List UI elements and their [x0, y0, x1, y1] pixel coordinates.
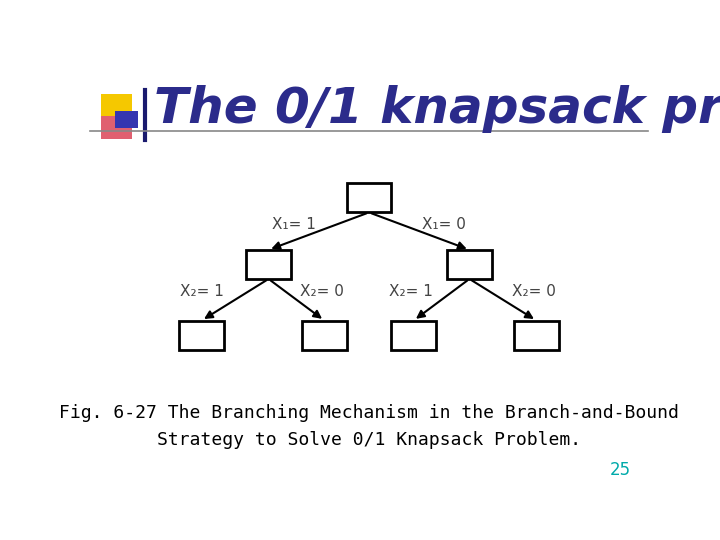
Bar	[101, 94, 132, 117]
Text: Fig. 6-27 The Branching Mechanism in the Branch-and-Bound
Strategy to Solve 0/1 : Fig. 6-27 The Branching Mechanism in the…	[59, 403, 679, 449]
Bar	[101, 116, 132, 139]
Bar	[347, 183, 392, 212]
Text: X₂= 1: X₂= 1	[389, 284, 433, 299]
Bar	[179, 321, 224, 349]
Text: The 0/1 knapsack problem: The 0/1 knapsack problem	[154, 85, 720, 133]
Text: X₁= 0: X₁= 0	[423, 217, 467, 232]
Text: X₁= 1: X₁= 1	[271, 217, 315, 232]
Text: X₂= 0: X₂= 0	[300, 284, 343, 299]
Bar	[302, 321, 346, 349]
Text: 25: 25	[610, 461, 631, 479]
Bar	[392, 321, 436, 349]
Bar	[514, 321, 559, 349]
Bar	[447, 250, 492, 279]
Bar	[246, 250, 291, 279]
Bar	[114, 111, 138, 129]
Text: X₂= 1: X₂= 1	[180, 284, 223, 299]
Text: X₂= 0: X₂= 0	[512, 284, 556, 299]
